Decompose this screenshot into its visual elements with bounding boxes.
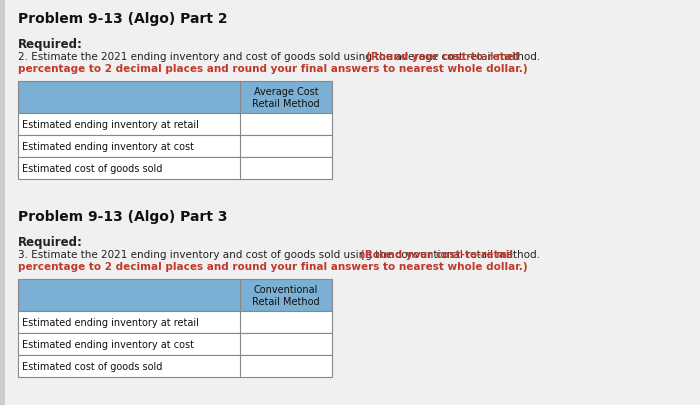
FancyBboxPatch shape: [18, 158, 332, 179]
Text: (Round your cost-to-retail: (Round your cost-to-retail: [366, 52, 519, 62]
Text: Required:: Required:: [18, 38, 83, 51]
Text: Conventional
Retail Method: Conventional Retail Method: [252, 284, 320, 307]
FancyBboxPatch shape: [18, 279, 332, 311]
Text: Estimated cost of goods sold: Estimated cost of goods sold: [22, 361, 162, 371]
Text: Estimated ending inventory at cost: Estimated ending inventory at cost: [22, 339, 194, 349]
FancyBboxPatch shape: [18, 333, 332, 355]
FancyBboxPatch shape: [0, 0, 5, 405]
Text: Average Cost
Retail Method: Average Cost Retail Method: [252, 87, 320, 109]
Text: Estimated ending inventory at retail: Estimated ending inventory at retail: [22, 317, 199, 327]
Text: Estimated ending inventory at retail: Estimated ending inventory at retail: [22, 120, 199, 130]
Text: percentage to 2 decimal places and round your final answers to nearest whole dol: percentage to 2 decimal places and round…: [18, 261, 528, 271]
Text: Required:: Required:: [18, 235, 83, 248]
Text: Estimated cost of goods sold: Estimated cost of goods sold: [22, 164, 162, 174]
FancyBboxPatch shape: [18, 355, 332, 377]
Text: percentage to 2 decimal places and round your final answers to nearest whole dol: percentage to 2 decimal places and round…: [18, 64, 528, 74]
FancyBboxPatch shape: [18, 136, 332, 158]
FancyBboxPatch shape: [18, 82, 332, 114]
Text: Problem 9-13 (Algo) Part 2: Problem 9-13 (Algo) Part 2: [18, 12, 227, 26]
Text: Problem 9-13 (Algo) Part 3: Problem 9-13 (Algo) Part 3: [18, 209, 227, 224]
FancyBboxPatch shape: [18, 311, 332, 333]
FancyBboxPatch shape: [18, 114, 332, 136]
Text: Estimated ending inventory at cost: Estimated ending inventory at cost: [22, 142, 194, 151]
Text: (Round your cost-to-retail: (Round your cost-to-retail: [360, 249, 513, 259]
Text: 3. Estimate the 2021 ending inventory and cost of goods sold using the conventio: 3. Estimate the 2021 ending inventory an…: [18, 249, 543, 259]
Text: 2. Estimate the 2021 ending inventory and cost of goods sold using the average c: 2. Estimate the 2021 ending inventory an…: [18, 52, 543, 62]
